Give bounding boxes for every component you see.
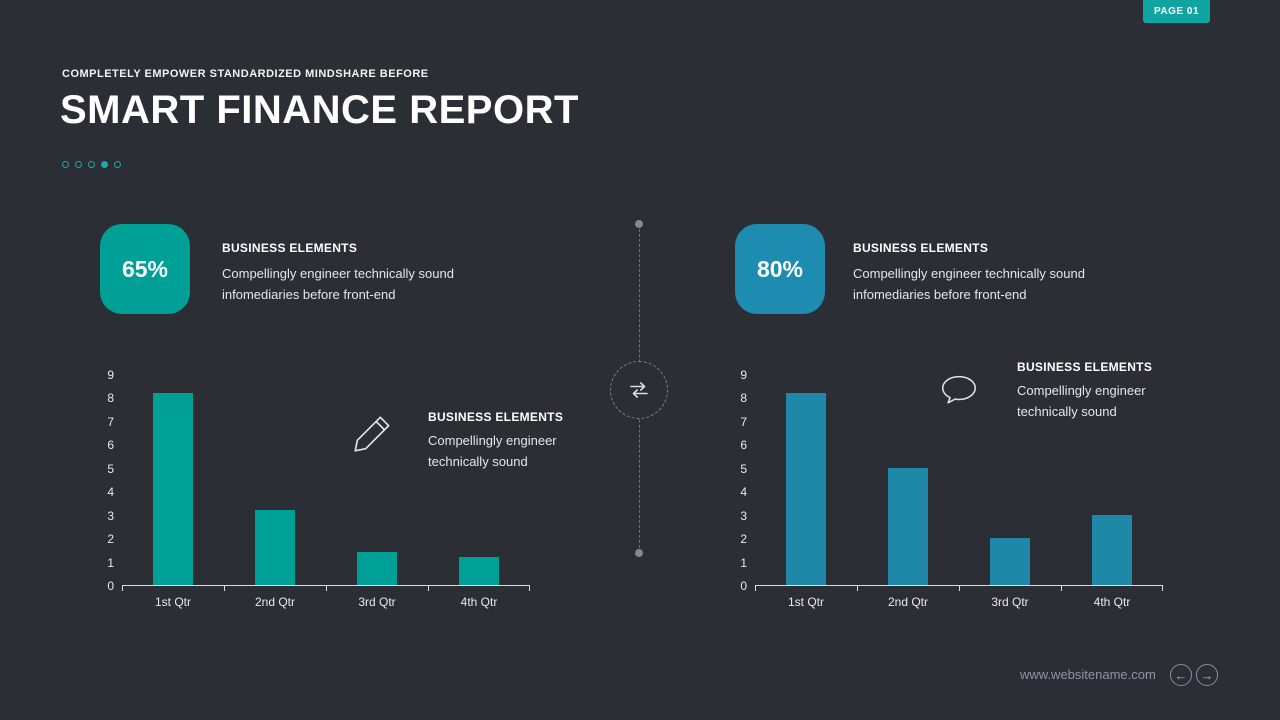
plot-area [122, 375, 530, 591]
stat-card-right: 80% [735, 224, 825, 314]
y-axis-label: 3 [740, 508, 747, 523]
subtitle-kicker: COMPLETELY EMPOWER STANDARDIZED MINDSHAR… [62, 68, 429, 80]
y-axis-label: 1 [740, 555, 747, 570]
annotation-right: BUSINESS ELEMENTS Compellingly engineer … [938, 360, 1162, 422]
x-axis-label: 4th Qtr [1093, 595, 1131, 609]
pagination-dot-2[interactable] [75, 161, 82, 168]
y-axis-label: 9 [107, 368, 114, 382]
y-axis-label: 4 [107, 485, 114, 500]
axis-tick [755, 586, 756, 591]
bar-chart-right: 9 8 7 6 5 4 3 2 1 0 1st Qtr 2nd Qtr 3rd Qtr 4th Qtr [725, 368, 1163, 609]
x-axis: 1st Qtr 2nd Qtr 3rd Qtr 4th Qtr [122, 586, 530, 609]
annotation-body-left: Compellingly engineer technically sound [428, 433, 557, 469]
website-link[interactable]: www.websitename.com [1020, 667, 1156, 682]
divider-dot-top [635, 220, 643, 228]
x-axis-label: 3rd Qtr [991, 595, 1029, 609]
axis-tick [224, 586, 225, 591]
y-axis-label: 5 [740, 461, 747, 476]
axis-tick [326, 586, 327, 591]
y-axis-label: 1 [107, 555, 114, 570]
x-axis-label: 2nd Qtr [887, 595, 929, 609]
y-axis-label: 8 [107, 391, 114, 406]
y-axis-label: 6 [740, 438, 747, 453]
y-axis-label: 5 [107, 461, 114, 476]
stat-heading-left: BUSINESS ELEMENTS [222, 241, 358, 255]
pagination-dot-4[interactable] [101, 161, 108, 168]
x-axis-label: 1st Qtr [787, 595, 824, 609]
x-axis-label: 4th Qtr [460, 595, 498, 609]
pagination-dots [62, 161, 121, 168]
prev-arrow-icon[interactable]: ← [1170, 664, 1192, 686]
stat-text-right: BUSINESS ELEMENTS Compellingly engineer … [853, 241, 1113, 305]
axis-tick [529, 586, 530, 591]
bar-chart-left: 9 8 7 6 5 4 3 2 1 0 1st Qtr 2nd Qtr 3rd Qtr 4th Qtr [92, 368, 530, 609]
axis-tick [122, 586, 123, 591]
y-axis-label: 7 [740, 414, 747, 429]
axis-tick [428, 586, 429, 591]
page-badge: PAGE 01 [1143, 0, 1210, 23]
y-axis-label: 7 [107, 414, 114, 429]
speech-bubble-icon [938, 368, 980, 410]
plot-area [755, 375, 1163, 591]
annotation-heading-right: BUSINESS ELEMENTS [1017, 360, 1153, 374]
y-axis-label: 2 [740, 532, 747, 547]
bar-2nd-qtr [888, 467, 928, 585]
stat-text-left: BUSINESS ELEMENTS Compellingly engineer … [222, 241, 482, 305]
axis-tick [857, 586, 858, 591]
y-axis-label: 9 [740, 368, 747, 382]
axis-tick [1162, 586, 1163, 591]
annotation-heading-left: BUSINESS ELEMENTS [428, 410, 564, 424]
y-axis-label: 0 [740, 579, 747, 593]
pagination-dot-5[interactable] [114, 161, 121, 168]
pagination-dot-3[interactable] [88, 161, 95, 168]
y-axis-label: 4 [740, 485, 747, 500]
axis-tick [959, 586, 960, 591]
bar-4th-qtr [1092, 514, 1132, 585]
bar-3rd-qtr [357, 552, 397, 585]
stat-heading-right: BUSINESS ELEMENTS [853, 241, 989, 255]
y-axis-label: 8 [740, 391, 747, 406]
annotation-left: BUSINESS ELEMENTS Compellingly engineer … [350, 410, 568, 472]
bar-1st-qtr [786, 392, 826, 585]
stat-body-left: Compellingly engineer technically sound … [222, 266, 454, 302]
axis-tick [1061, 586, 1062, 591]
stat-card-left: 65% [100, 224, 190, 314]
x-axis-label: 3rd Qtr [358, 595, 396, 609]
bar-4th-qtr [459, 556, 499, 585]
bar-2nd-qtr [255, 509, 295, 585]
pencil-icon [350, 410, 396, 456]
next-arrow-icon[interactable]: → [1196, 664, 1218, 686]
y-axis-label: 6 [107, 438, 114, 453]
x-axis-label: 1st Qtr [154, 595, 191, 609]
page-title: SMART FINANCE REPORT [60, 88, 579, 132]
y-axis-label: 3 [107, 508, 114, 523]
y-axis: 9 8 7 6 5 4 3 2 1 0 [92, 368, 122, 593]
x-axis: 1st Qtr 2nd Qtr 3rd Qtr 4th Qtr [755, 586, 1163, 609]
annotation-body-right: Compellingly engineer technically sound [1017, 383, 1146, 419]
pagination-dot-1[interactable] [62, 161, 69, 168]
bar-3rd-qtr [990, 538, 1030, 585]
x-axis-label: 2nd Qtr [254, 595, 296, 609]
y-axis-label: 2 [107, 532, 114, 547]
bar-1st-qtr [153, 392, 193, 585]
stat-body-right: Compellingly engineer technically sound … [853, 266, 1085, 302]
divider-dot-bottom [635, 549, 643, 557]
repeat-icon [610, 361, 668, 419]
y-axis: 9 8 7 6 5 4 3 2 1 0 [725, 368, 755, 593]
y-axis-label: 0 [107, 579, 114, 593]
